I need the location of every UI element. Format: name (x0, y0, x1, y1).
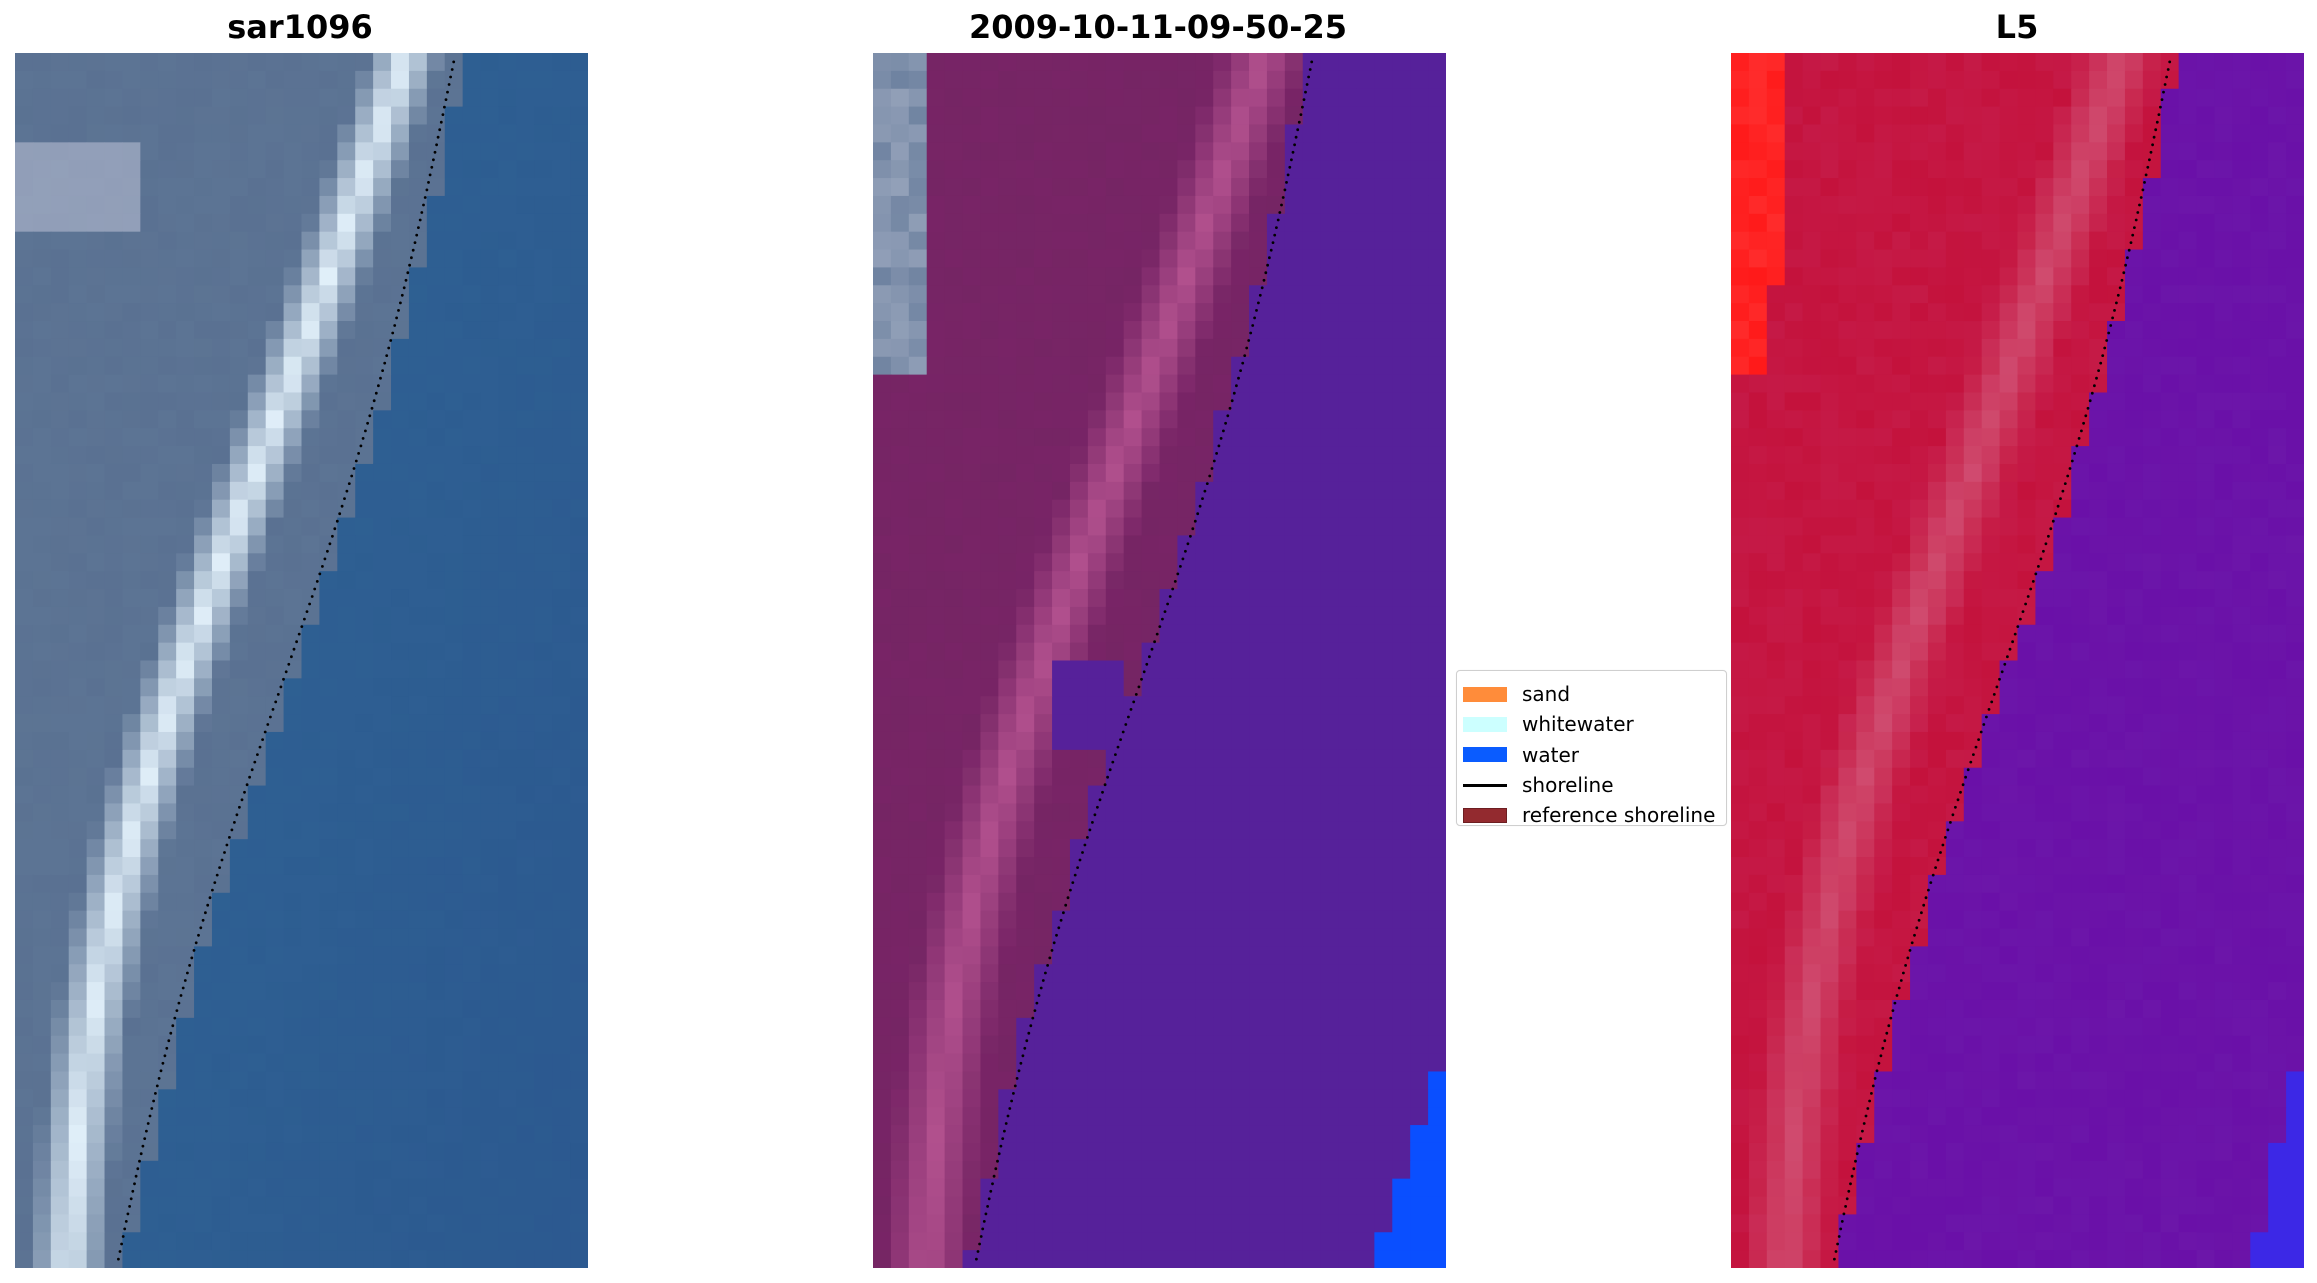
panel-title-classified: 2009-10-11-09-50-25 (968, 8, 1348, 46)
mndwi-index-image (1731, 53, 2304, 1268)
shoreline-dots (1833, 60, 2172, 1261)
classified-image (873, 53, 1446, 1268)
legend-item-whitewater: whitewater (1457, 709, 1726, 739)
classified-image-panel (873, 53, 1446, 1268)
legend-item-water: water (1457, 740, 1726, 770)
whitewater-swatch-icon (1463, 716, 1507, 732)
legend-item-reference-shoreline: reference shoreline (1457, 800, 1726, 830)
rgb-satellite-image (15, 53, 588, 1268)
panel-title-index: L5 (1995, 8, 2039, 46)
legend-label: shoreline (1522, 773, 1614, 798)
legend: sand whitewater water shoreline referenc… (1456, 670, 1727, 827)
shoreline-dots (975, 60, 1314, 1261)
water-swatch-icon (1463, 747, 1507, 763)
legend-label: whitewater (1522, 712, 1634, 737)
panel-title-rgb: sar1096 (227, 8, 373, 46)
legend-item-sand: sand (1457, 679, 1726, 709)
reference-shoreline-swatch-icon (1463, 807, 1507, 823)
index-image-panel (1731, 53, 2304, 1268)
legend-label: reference shoreline (1522, 803, 1716, 828)
shoreline-dots (117, 60, 456, 1261)
shoreline-line-icon (1463, 783, 1507, 787)
legend-label: water (1522, 742, 1579, 767)
legend-item-shoreline: shoreline (1457, 770, 1726, 800)
rgb-image-panel (15, 53, 588, 1268)
legend-label: sand (1522, 682, 1571, 707)
sand-swatch-icon (1463, 686, 1507, 702)
